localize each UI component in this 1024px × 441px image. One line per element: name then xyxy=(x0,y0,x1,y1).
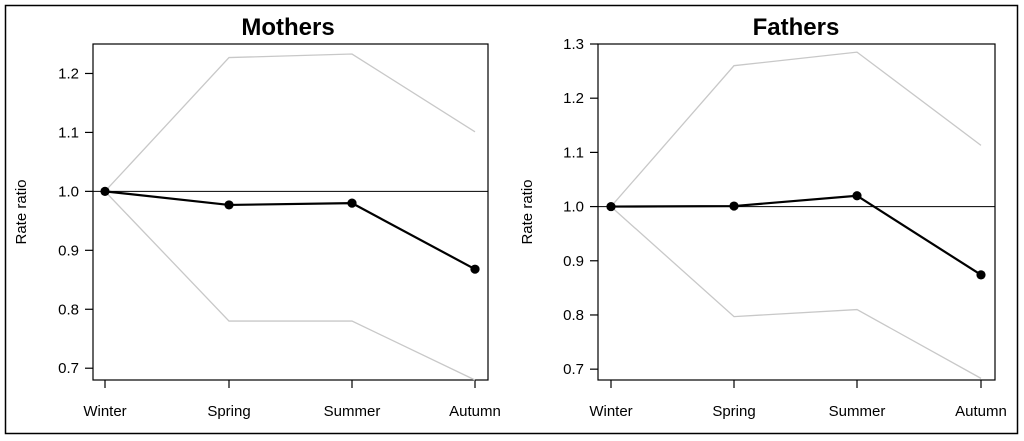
y-axis-title: Rate ratio xyxy=(519,179,536,244)
x-tick-label: Winter xyxy=(589,403,632,420)
estimate-point xyxy=(852,191,862,201)
y-tick-label: 1.0 xyxy=(58,183,79,200)
y-tick-label: 0.7 xyxy=(563,361,584,378)
x-tick-label: Autumn xyxy=(955,403,1007,420)
upper-ci-line xyxy=(104,53,476,192)
estimate-point xyxy=(470,264,480,274)
upper-ci-line xyxy=(610,51,982,208)
y-tick-label: 1.1 xyxy=(563,144,584,161)
chart-panel-2: Fathers 0.7 0.8 0.9 1.0 1.1 1.2 1.3 Winter Spring… xyxy=(519,14,1007,420)
y-tick-label: 1.2 xyxy=(563,90,584,107)
y-tick-label: 0.8 xyxy=(58,301,79,318)
x-tick-label: Summer xyxy=(324,403,381,420)
y-tick-label: 1.1 xyxy=(58,124,79,141)
estimate-line xyxy=(104,190,476,271)
y-axis-title: Rate ratio xyxy=(13,179,30,244)
estimate-line xyxy=(610,194,982,276)
y-tick-label: 0.9 xyxy=(58,242,79,259)
estimate-point xyxy=(976,270,986,280)
estimate-point xyxy=(347,198,357,208)
plot-frame xyxy=(92,43,489,381)
chart-panel-1: Mothers 0.7 0.8 0.9 1.0 1.1 1.2 Winter Spring Sum… xyxy=(13,14,501,420)
x-tick-label: Spring xyxy=(712,403,755,420)
chart-title: Mothers xyxy=(241,14,334,41)
estimate-point xyxy=(100,186,110,196)
y-tick-label: 0.9 xyxy=(563,253,584,270)
estimate-point xyxy=(224,200,234,210)
y-tick-label: 1.0 xyxy=(563,199,584,216)
x-tick-label: Summer xyxy=(829,403,886,420)
estimate-point xyxy=(729,201,739,211)
lower-ci-line xyxy=(610,206,982,379)
chart-title: Fathers xyxy=(753,14,840,41)
x-tick-label: Spring xyxy=(207,403,250,420)
outer-frame xyxy=(4,4,1019,435)
y-tick-label: 1.2 xyxy=(58,65,79,82)
x-tick-label: Winter xyxy=(83,403,126,420)
x-tick-label: Autumn xyxy=(449,403,501,420)
plot-frame xyxy=(597,43,996,381)
y-tick-label: 0.7 xyxy=(58,360,79,377)
estimate-point xyxy=(606,201,616,212)
lower-ci-line xyxy=(104,190,476,381)
y-tick-label: 1.3 xyxy=(563,36,584,53)
y-tick-label: 0.8 xyxy=(563,307,584,324)
